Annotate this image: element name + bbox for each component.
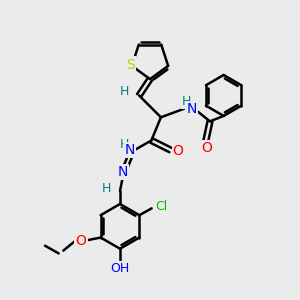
Text: O: O — [173, 144, 184, 158]
Text: H: H — [182, 95, 191, 108]
Text: H: H — [120, 138, 129, 151]
Text: Cl: Cl — [156, 200, 168, 213]
Text: N: N — [118, 165, 128, 179]
Text: O: O — [201, 141, 212, 155]
Text: S: S — [126, 58, 135, 71]
Text: H: H — [119, 85, 129, 98]
Text: N: N — [124, 143, 135, 157]
Text: H: H — [102, 182, 112, 195]
Text: N: N — [187, 102, 197, 116]
Text: OH: OH — [110, 262, 130, 275]
Text: O: O — [76, 234, 86, 248]
